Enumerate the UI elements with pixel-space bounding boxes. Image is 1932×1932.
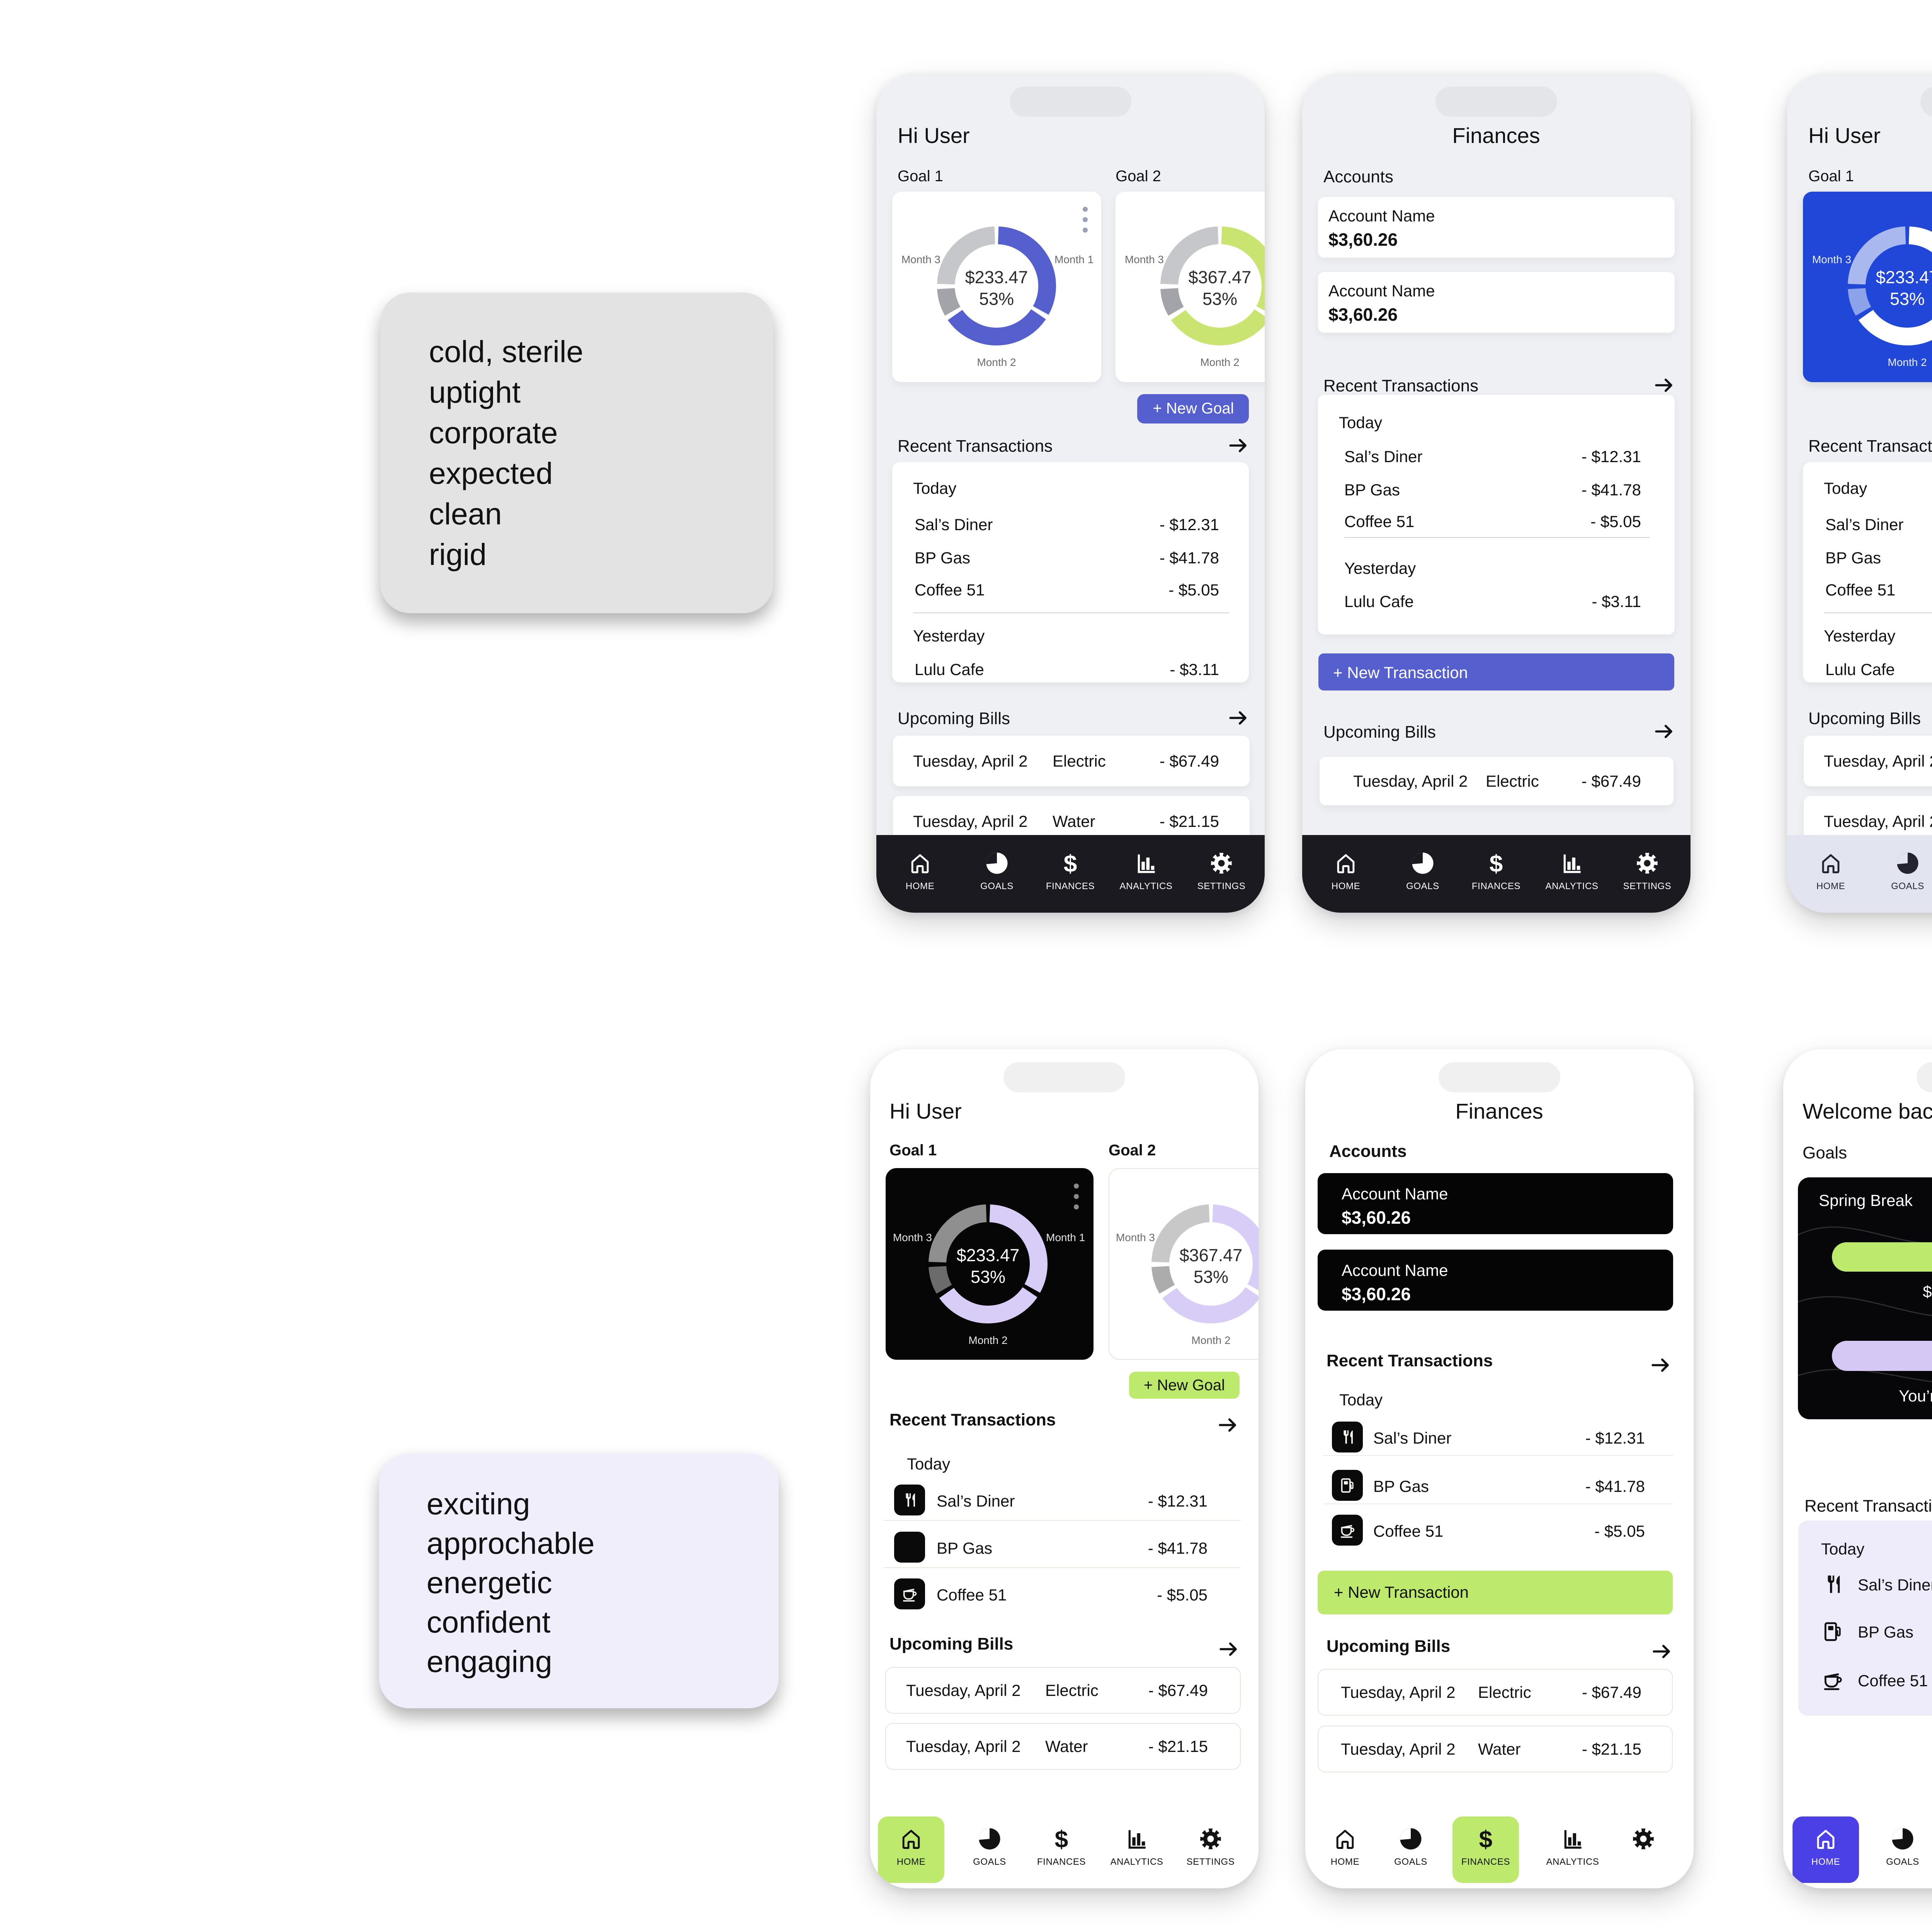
svg-text:$: $ [1055, 1827, 1068, 1852]
svg-text:$: $ [1064, 851, 1077, 876]
svg-text:$: $ [1479, 1827, 1493, 1852]
svg-text:$: $ [1490, 851, 1503, 876]
